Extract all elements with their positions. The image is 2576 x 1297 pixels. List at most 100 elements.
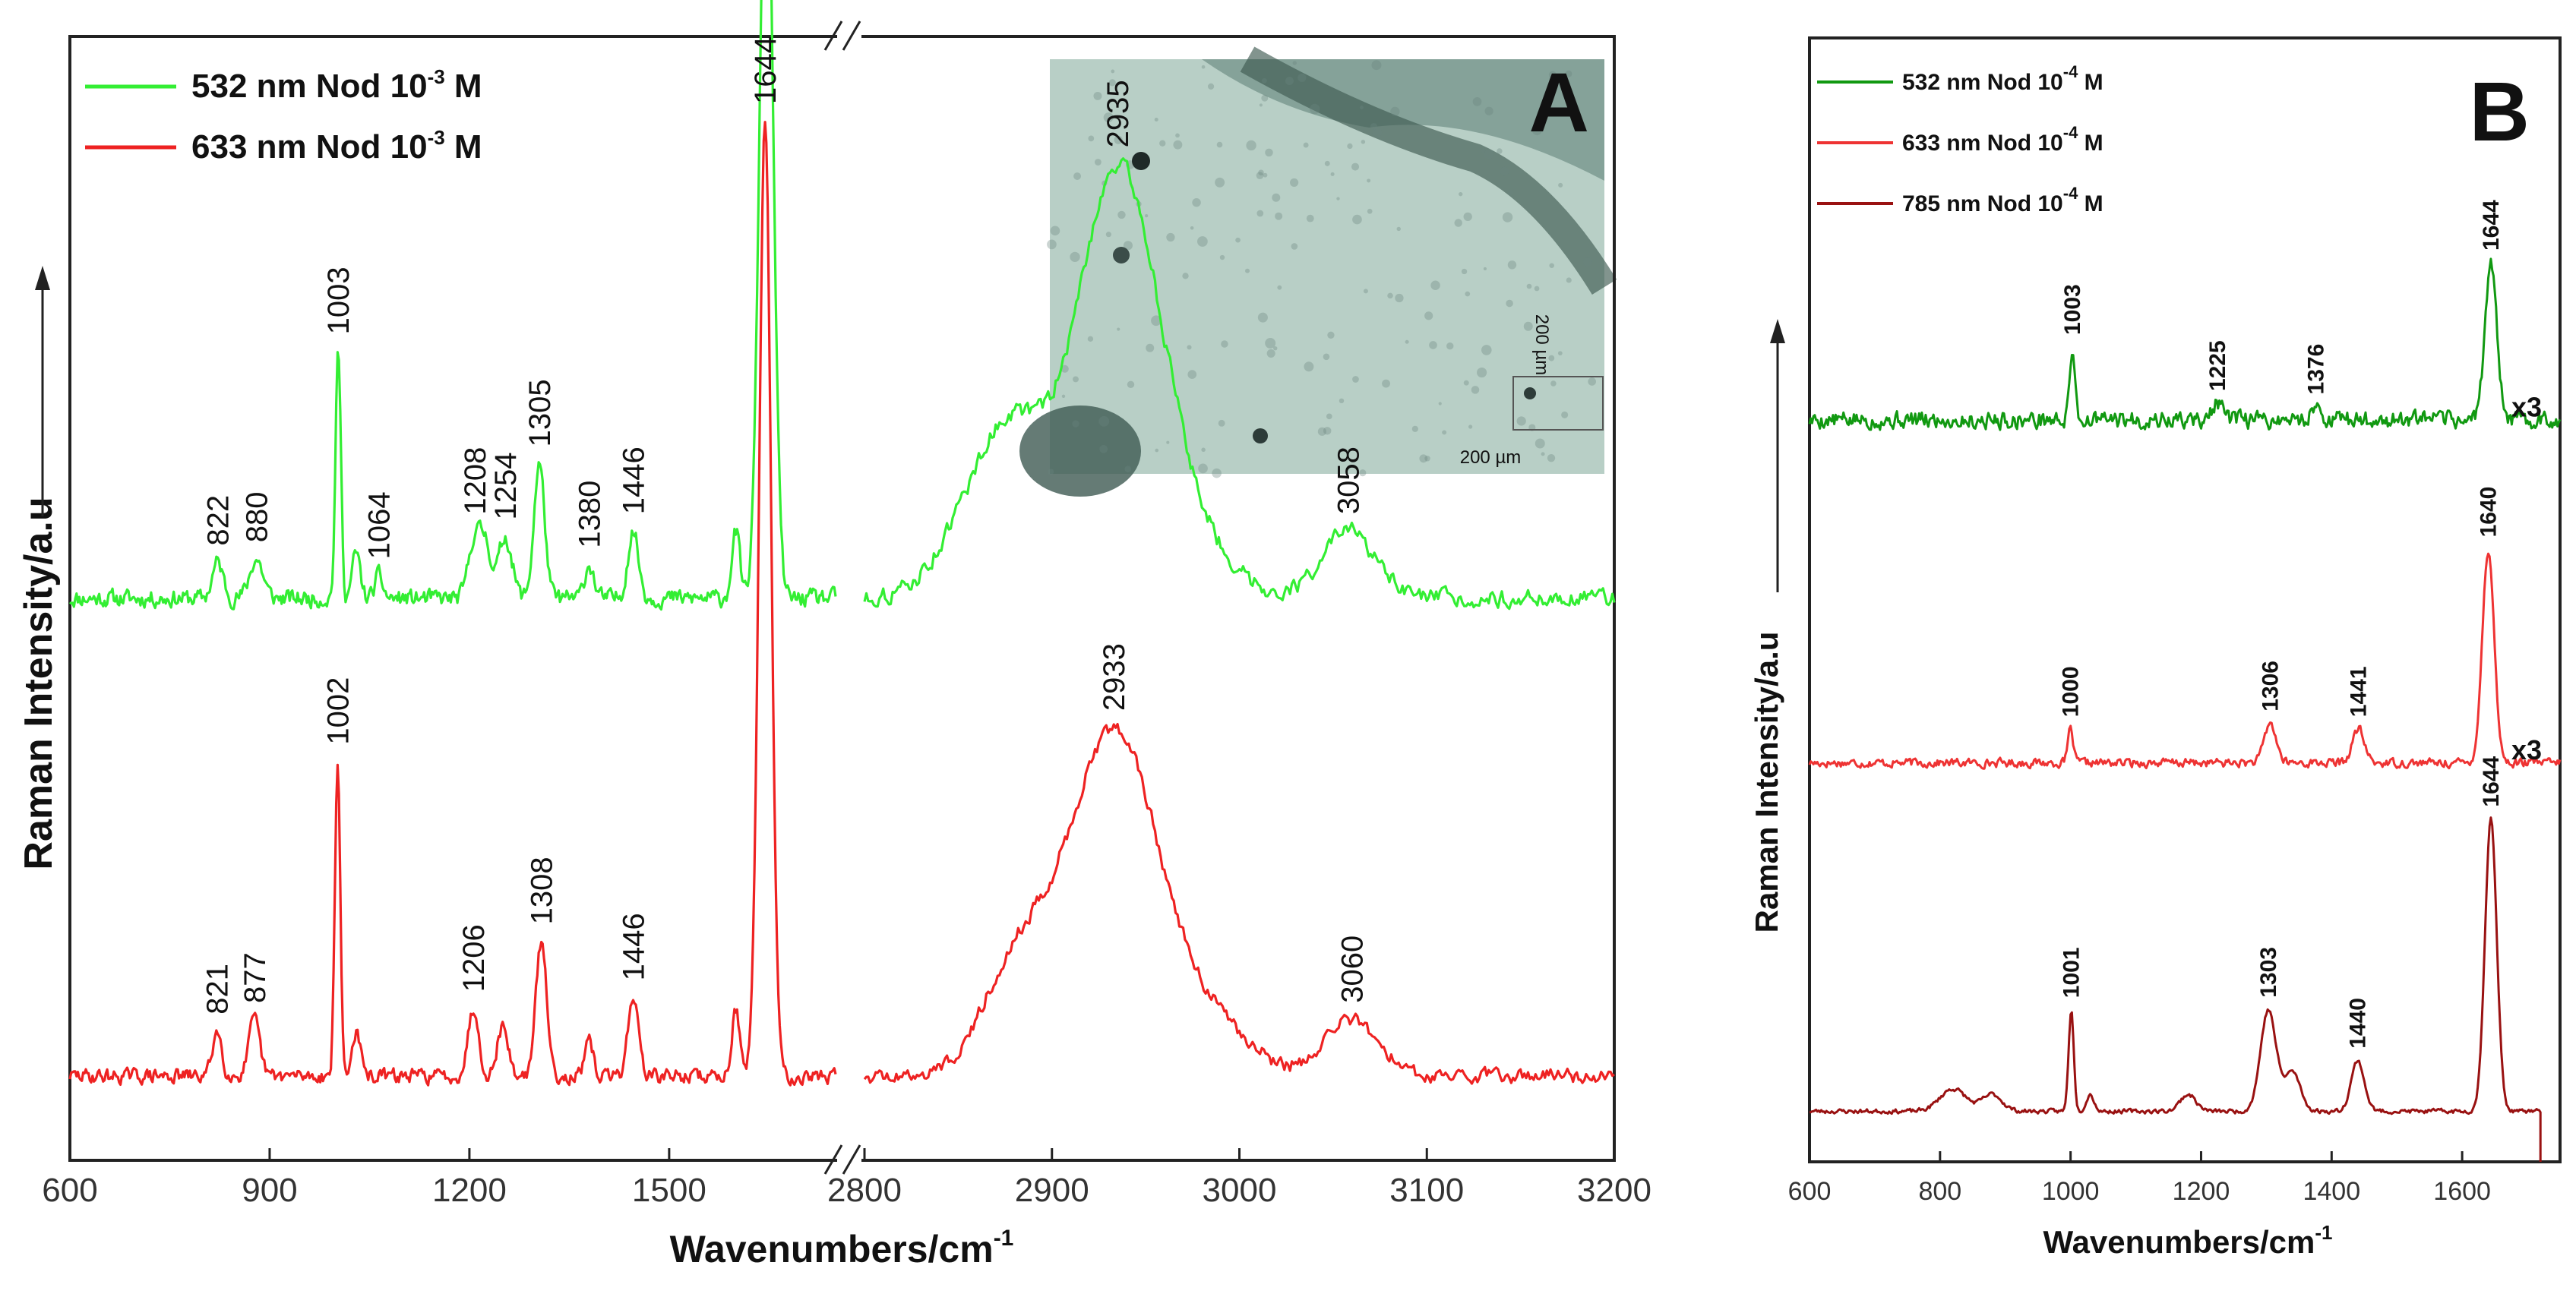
inset-speckle	[1324, 160, 1330, 166]
y-axis-title-b: Raman Intensity/a.u	[1749, 632, 1784, 933]
peak-label: 1002	[321, 677, 355, 745]
peak-label: 1000	[2059, 666, 2084, 717]
inset-speckle	[1481, 345, 1492, 355]
inset-speckle	[1072, 420, 1079, 428]
series-b-2	[1808, 552, 2562, 770]
inset-speckle	[1117, 327, 1120, 331]
inset-speckle	[1359, 469, 1367, 477]
peak-label: 1380	[574, 481, 607, 548]
legend-label: 532 nm Nod 10-4 M	[1902, 62, 2103, 95]
inset-speckle	[1352, 214, 1362, 225]
inset-speckle	[1166, 232, 1175, 242]
peak-label: 1306	[2258, 661, 2284, 712]
inset-speckle	[1261, 94, 1269, 102]
inset-speckle	[1463, 212, 1472, 222]
panel-b-peak-labels: 1003 1225 1376 1644 x3 1000 1306 1441 1640 x3 1001…	[2059, 200, 2542, 1049]
inset-speckle	[1216, 141, 1223, 148]
inset-speckle	[1146, 343, 1155, 352]
inset-speckle	[1094, 159, 1102, 166]
x-axis-title-a: Wavenumbers/cm-1	[670, 1226, 1014, 1270]
inset-speckle	[1477, 367, 1487, 378]
inset-speckle	[1297, 73, 1307, 82]
scale-bar-label-x: 200 µm	[1460, 447, 1522, 468]
inset-speckle	[1507, 189, 1514, 196]
inset-speckle	[1127, 380, 1135, 388]
inset-speckle	[1093, 91, 1102, 100]
inset-speckle	[1212, 468, 1222, 478]
inset-speckle	[1151, 315, 1162, 327]
inset-speckle	[1215, 177, 1225, 188]
inset-speckle	[1155, 448, 1159, 453]
inset-edge	[1240, 46, 1617, 295]
inset-speckle	[1461, 268, 1468, 275]
inset-speckle	[1285, 77, 1294, 86]
peak-label: 3058	[1332, 447, 1366, 514]
peak-label: 1440	[2346, 998, 2371, 1049]
inset-speckle	[1548, 71, 1557, 79]
inset-speckle	[1566, 277, 1572, 283]
inset-speckle	[1087, 336, 1094, 342]
inset-speckle	[1304, 361, 1314, 372]
microscope-inset: 200 µm 200 µm A	[1019, 46, 1617, 497]
inset-speckle	[1424, 456, 1430, 462]
panel-a-legend: 532 nm Nod 10-3 M 633 nm Nod 10-3 M	[85, 65, 482, 166]
inset-speckle	[1430, 280, 1440, 290]
peak-label: 1254	[489, 453, 523, 520]
inset-corner	[1019, 406, 1141, 497]
inset-speckle	[1323, 353, 1330, 361]
inset-speckle	[1070, 251, 1080, 262]
peak-label: 877	[239, 952, 272, 1003]
inset-speckle	[1145, 213, 1149, 218]
legend-label: 633 nm Nod 10-4 M	[1902, 123, 2103, 156]
inset-speckle	[1103, 112, 1114, 123]
series-multiplier: x3	[2511, 734, 2542, 765]
inset-speckle	[1073, 376, 1079, 383]
inset-speckle	[1548, 355, 1555, 361]
inset-speckle	[1256, 210, 1264, 217]
x-tick-label: 2800	[827, 1172, 902, 1209]
inset-speckle	[1257, 312, 1268, 323]
peak-label: 1225	[2205, 340, 2230, 391]
series-1-right	[863, 157, 1616, 611]
inset-speckle	[1371, 60, 1382, 71]
inset-speckle	[1218, 419, 1225, 427]
series-multiplier: x3	[2511, 391, 2542, 422]
plot-frame-b	[1808, 36, 2562, 1163]
inset-speckle	[1256, 172, 1264, 180]
inset-speckle	[1367, 208, 1373, 214]
inset-speckle	[1111, 69, 1115, 74]
inset-speckle	[1108, 79, 1116, 87]
inset-speckle	[1583, 257, 1593, 267]
panel-a-label: A	[1529, 56, 1589, 150]
inset-speckle	[1339, 398, 1345, 404]
inset-speckle	[1192, 197, 1201, 207]
axis-break-top	[823, 21, 861, 51]
inset-speckle	[1454, 219, 1462, 227]
inset-speckle	[1561, 411, 1569, 418]
inset-speckle	[1292, 61, 1297, 65]
inset-speckle	[1396, 226, 1401, 232]
panel-b-series	[1808, 257, 2562, 1162]
peak-label: 2933	[1098, 643, 1131, 711]
inset-speckle	[1245, 268, 1250, 273]
inset-speckle	[1472, 97, 1482, 106]
series-2-right	[863, 723, 1615, 1085]
inset-speckle	[1290, 178, 1299, 188]
inset-speckle	[1187, 370, 1197, 379]
peak-label: 1446	[618, 913, 651, 980]
x-tick-label: 600	[42, 1172, 97, 1209]
inset-speckle	[1182, 273, 1189, 279]
inset-speckle	[1323, 427, 1332, 435]
peak-label: 1640	[2476, 487, 2501, 538]
inset-speckle	[1114, 135, 1123, 144]
inset-speckle	[1275, 212, 1283, 220]
panel-b-label: B	[2470, 65, 2530, 159]
inset-speckle	[1047, 239, 1057, 250]
inset-speckle	[1098, 415, 1110, 427]
peak-label: 1064	[363, 491, 397, 559]
inset-speckle	[1463, 380, 1469, 386]
inset-speckle	[1429, 341, 1437, 349]
inset-speckle	[1535, 438, 1545, 449]
x-tick-label: 600	[1788, 1177, 1832, 1206]
x-axis-title-b: Wavenumbers/cm-1	[2043, 1221, 2332, 1260]
